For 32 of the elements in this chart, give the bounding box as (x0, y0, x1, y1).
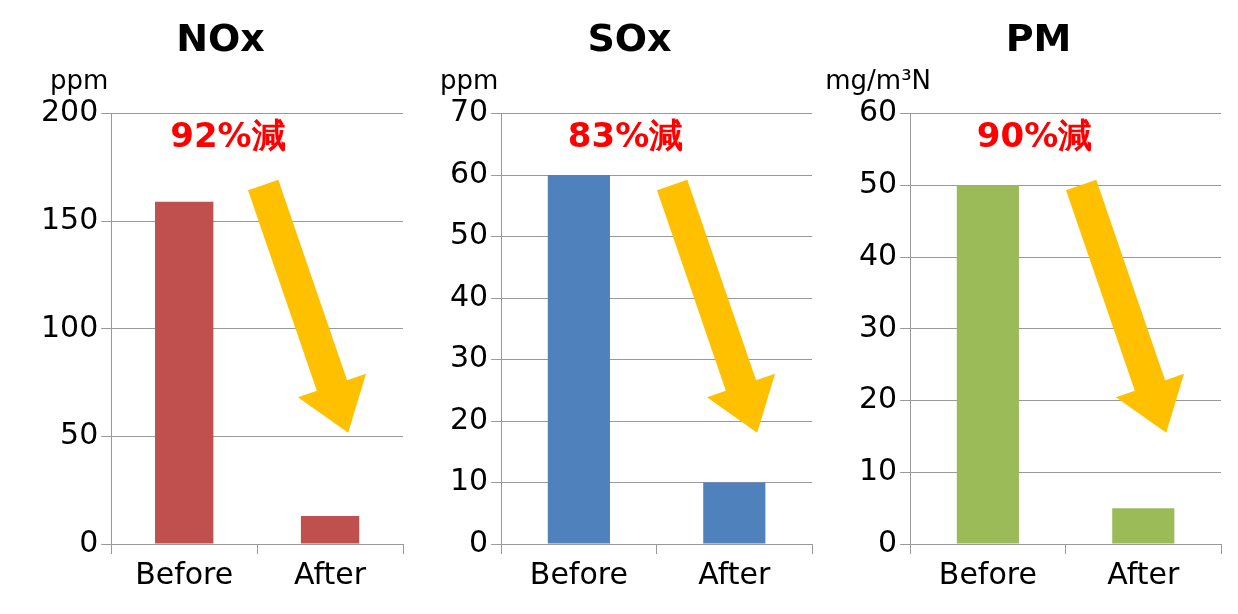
y-tick-label: 40 (449, 277, 489, 313)
x-tick-label: Before (135, 555, 234, 591)
chart-title: NOx (176, 15, 265, 60)
x-tick-label: After (294, 555, 367, 591)
y-tick-label: 0 (469, 523, 489, 559)
y-tick-label: 0 (878, 523, 898, 559)
y-tick-label: 10 (858, 452, 898, 488)
annotation: 92%減 (170, 115, 286, 156)
chart-title: SOx (587, 15, 672, 60)
y-axis-title: ppm (50, 65, 109, 96)
y-tick-label: 30 (449, 339, 489, 375)
y-tick-label: 50 (60, 416, 99, 452)
y-axis-title: mg/m³N (825, 65, 932, 96)
x-tick-label: Before (938, 555, 1037, 591)
annotation: 83%減 (567, 115, 684, 156)
y-tick-label: 150 (41, 201, 99, 236)
y-tick-label: 100 (41, 308, 99, 344)
y-tick-label: 0 (79, 523, 99, 559)
x-tick-label: After (698, 555, 771, 591)
y-tick-label: 10 (449, 462, 489, 498)
y-tick-label: 50 (449, 216, 489, 252)
y-tick-label: 40 (858, 236, 898, 272)
y-tick-label: 20 (858, 380, 898, 416)
x-tick-label: After (1107, 555, 1180, 591)
y-tick-label: 30 (858, 308, 898, 344)
y-tick-label: 50 (858, 165, 898, 201)
y-axis-title: ppm (440, 65, 499, 96)
x-tick-label: Before (529, 555, 628, 591)
y-tick-label: 60 (449, 154, 489, 190)
annotation: 90%減 (976, 115, 1093, 156)
y-tick-label: 20 (449, 400, 489, 436)
chart-title: PM (1005, 15, 1072, 60)
